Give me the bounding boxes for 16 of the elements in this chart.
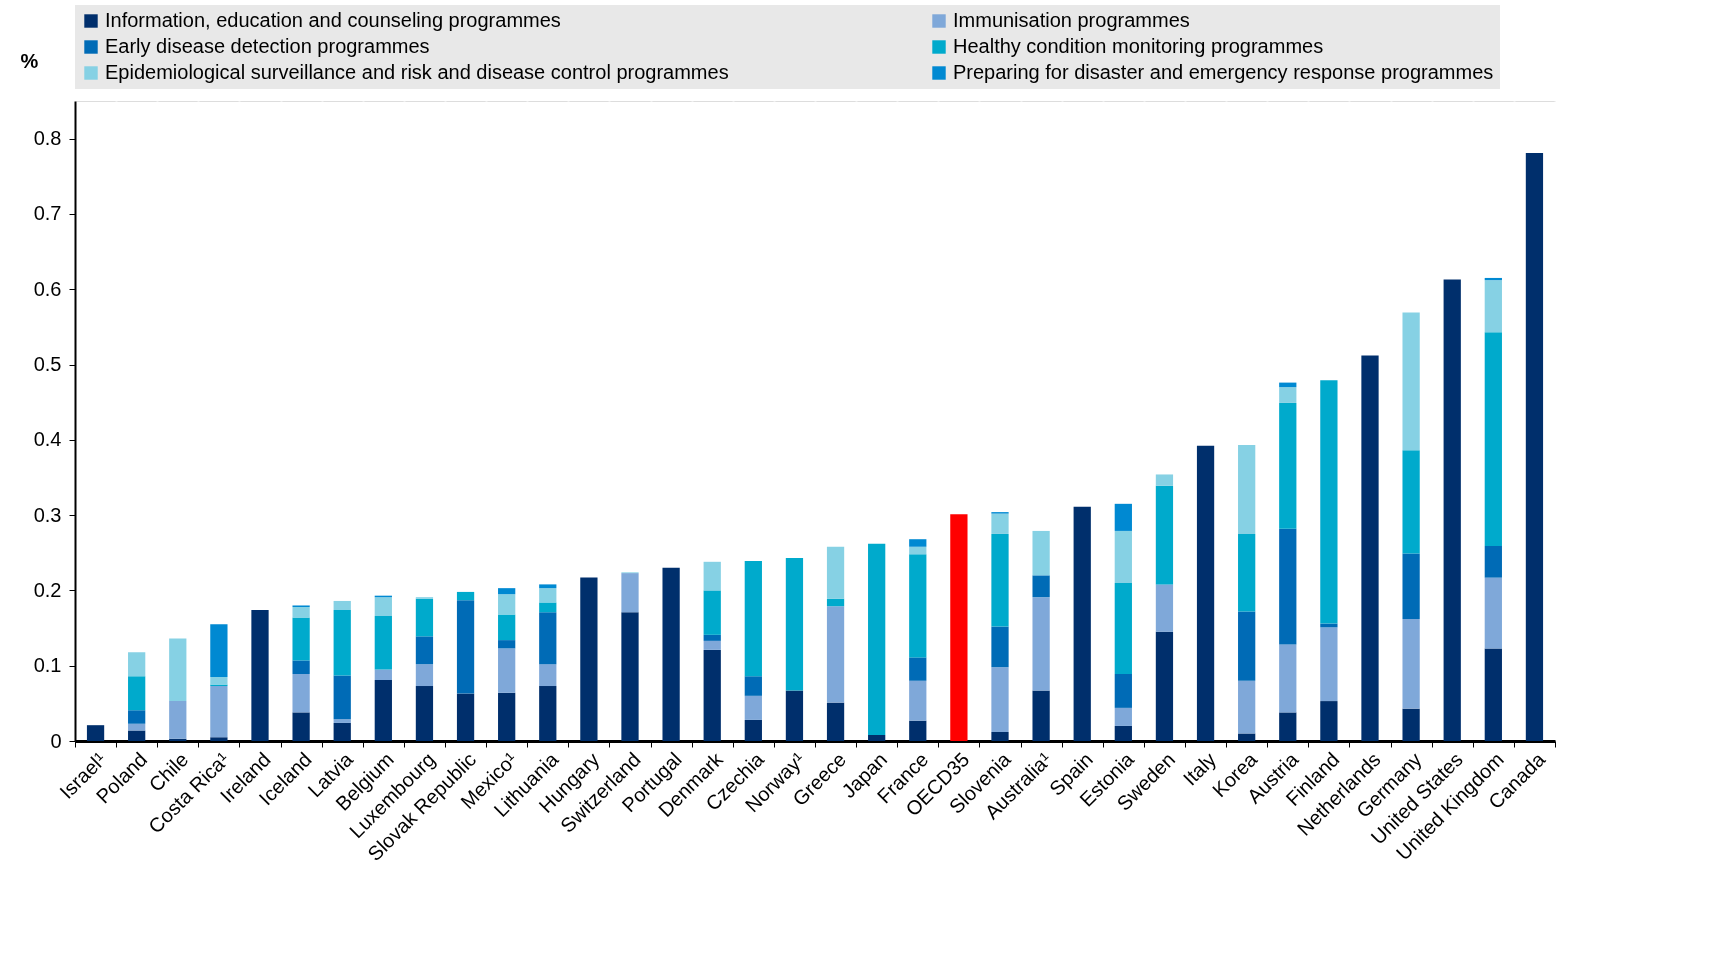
legend-label: Epidemiological surveillance and risk and disease control programmes — [105, 61, 729, 83]
y-tick-label: 0 — [50, 729, 62, 752]
legend-label: Preparing for disaster and emergency response programmes — [953, 61, 1494, 83]
y-tick-label: 0.7 — [33, 202, 62, 225]
y-tick-label: 0.5 — [33, 353, 62, 376]
legend-label: Healthy condition monitoring programmes — [953, 35, 1324, 57]
legend-label: Information, education and counseling programmes — [105, 9, 561, 31]
legend-label: Early disease detection programmes — [105, 35, 430, 57]
y-axis-title: % — [20, 49, 39, 72]
y-tick-label: 0.6 — [33, 277, 62, 300]
y-tick-label: 0.1 — [33, 654, 62, 677]
legend-label: Immunisation programmes — [953, 9, 1190, 31]
y-tick-label: 0.3 — [33, 503, 62, 526]
y-tick-label: 0.2 — [33, 578, 62, 601]
y-tick-label: 0.8 — [33, 127, 62, 150]
y-tick-label: 0.4 — [33, 428, 62, 451]
